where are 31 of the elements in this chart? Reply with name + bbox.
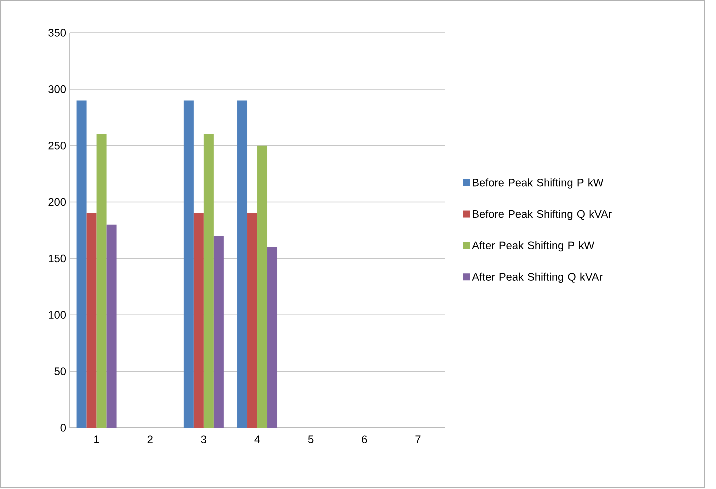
legend-label: Before Peak Shifting Q kVAr [473, 210, 612, 220]
y-tick-label: 50 [54, 368, 66, 376]
x-tick-label: 3 [201, 436, 206, 444]
bar [106, 224, 117, 428]
bar [76, 100, 87, 428]
y-tick-label: 100 [49, 311, 66, 320]
bar [268, 247, 278, 428]
x-tick-label: 7 [416, 436, 421, 444]
x-tick-label: 5 [308, 436, 314, 444]
bar [194, 214, 204, 428]
x-tick-label: 1 [94, 436, 100, 444]
legend-label: Before Peak Shifting P kW [473, 178, 604, 189]
bar [258, 146, 268, 428]
x-tick-label: 2 [148, 436, 153, 444]
y-tick-label: 300 [48, 86, 66, 94]
y-tick-label: 0 [60, 424, 66, 432]
y-tick-label: 350 [48, 29, 66, 37]
x-tick-label: 6 [362, 436, 368, 444]
y-tick-label: 250 [48, 142, 66, 150]
bar [214, 236, 224, 428]
x-tick-label: 4 [254, 436, 260, 444]
y-tick-label: 200 [48, 198, 66, 206]
bar [184, 100, 194, 428]
bar [204, 134, 214, 428]
bar [86, 214, 97, 428]
bar [248, 214, 258, 428]
bar [238, 100, 248, 428]
legend-label: After Peak Shifting P kW [472, 241, 595, 252]
bar [96, 134, 107, 428]
legend-label: After Peak Shifting Q kVAr [472, 272, 603, 284]
y-tick-label: 150 [49, 254, 66, 263]
